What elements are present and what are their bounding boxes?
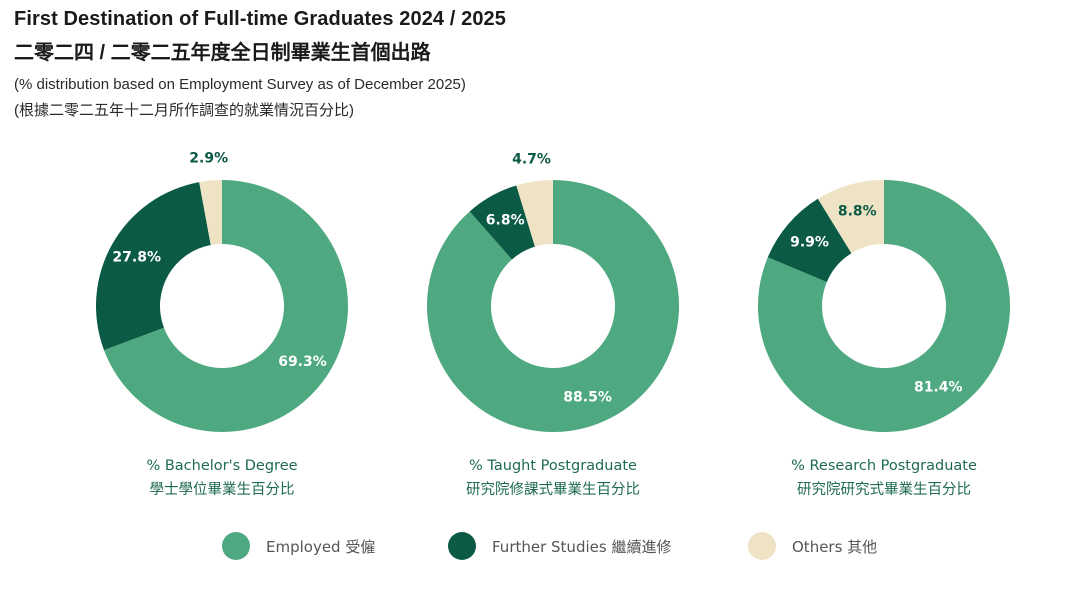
legend-swatch-others [748, 532, 776, 560]
donut-chart-3: 81.4% 9.9% 8.8% % Research Postgraduate 研究院研… [757, 180, 1010, 498]
legend-swatch-further-studies [448, 532, 476, 560]
legend-item-others: Others 其他 [748, 530, 877, 562]
chart-caption-1: % Bachelor's Degree [146, 458, 297, 474]
slice-label-employed: 88.5% [563, 390, 612, 406]
slice-further-studies [469, 185, 535, 260]
slice-label-further-studies: 6.8% [486, 212, 525, 228]
slice-label-further-studies: 9.9% [790, 234, 829, 250]
legend-label-others: Others 其他 [792, 537, 878, 556]
slice-label-others: 8.8% [838, 204, 877, 220]
slice-further-studies [95, 182, 211, 351]
legend-swatch-employed [222, 532, 250, 560]
slice-others [516, 180, 553, 247]
legend-label-further-studies: Further Studies 繼續進修 [492, 537, 672, 556]
slice-employed [426, 180, 679, 432]
chart-caption-3: % Research Postgraduate [791, 458, 977, 474]
slice-label-further-studies: 27.8% [112, 250, 161, 266]
chart-caption-chinese-2: 研究院修課式畢業生百分比 [466, 481, 640, 498]
slice-others [199, 180, 222, 246]
chart-title-chinese: 二零二四 / 二零二五年度全日制畢業生首個出路 [14, 42, 431, 64]
legend-item-employed: Employed 受僱 [222, 530, 375, 562]
slice-label-others: 2.9% [189, 151, 228, 167]
chart-subtitle: (% distribution based on Employment Surv… [14, 76, 466, 93]
chart-caption-2: % Taught Postgraduate [469, 458, 637, 474]
slice-further-studies [767, 198, 852, 283]
slice-label-employed: 81.4% [914, 380, 963, 396]
chart-caption-chinese-1: 學士學位畢業生百分比 [150, 480, 295, 498]
chart-subtitle-chinese: (根據二零二五年十二月所作調查的就業情況百分比) [14, 102, 354, 119]
chart-title: First Destination of Full-time Graduates… [14, 8, 507, 30]
legend-label-employed: Employed 受僱 [266, 537, 376, 556]
slice-label-employed: 69.3% [278, 354, 327, 370]
legend-item-further-studies: Further Studies 繼續進修 [448, 530, 671, 562]
chart-caption-chinese-3: 研究院研究式畢業生百分比 [797, 481, 971, 498]
slice-employed [757, 180, 1010, 432]
donut-charts: 69.3% 27.8% 2.9% % Bachelor's Degree 學士學位畢業生… [95, 151, 1010, 498]
slice-employed [103, 180, 348, 432]
slice-label-others: 4.7% [512, 152, 551, 168]
slice-others [817, 180, 884, 254]
donut-chart-1: 69.3% 27.8% 2.9% % Bachelor's Degree 學士學位畢業生… [95, 151, 348, 498]
donut-chart-2: 88.5% 6.8% 4.7% % Taught Postgraduate 研究院修課式… [426, 152, 679, 498]
